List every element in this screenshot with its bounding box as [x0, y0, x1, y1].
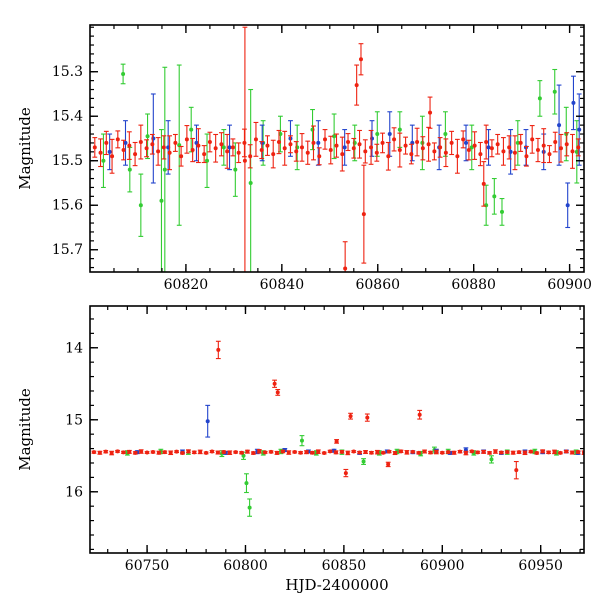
x-tick-label: 60900 [547, 277, 592, 293]
series-green [124, 435, 579, 517]
y-tick-label: 15.6 [52, 198, 83, 214]
x-tick-label: 60800 [223, 558, 268, 574]
y-tick-label: 15.7 [52, 242, 83, 258]
x-tick-label: 60880 [451, 277, 496, 293]
y-tick-label: 15.3 [52, 64, 83, 80]
plot-frame-top [89, 24, 585, 273]
x-axis-title: HJD-2400000 [285, 576, 388, 594]
x-tick-label: 60900 [420, 558, 465, 574]
axes-bottom [90, 306, 584, 553]
series-blue [134, 404, 581, 455]
data-points-bottom-panel [91, 340, 584, 517]
y-tick-label: 15.4 [52, 109, 83, 125]
x-tick-label: 60850 [322, 558, 367, 574]
series-red [92, 26, 581, 272]
series-blue [107, 75, 582, 229]
data-points-top-panel [92, 26, 582, 272]
x-tick-label: 60860 [355, 277, 400, 293]
x-tick-label: 60950 [518, 558, 563, 574]
y-axis-title-bottom: Magnitude [16, 388, 34, 471]
y-axis-title-top: Magnitude [16, 107, 34, 190]
series-green [101, 63, 580, 272]
x-tick-label: 60750 [125, 558, 170, 574]
y-tick-label: 15.5 [52, 153, 83, 169]
series-red [91, 340, 584, 480]
y-tick-label: 14 [65, 340, 83, 356]
x-tick-label: 60840 [260, 277, 305, 293]
plot-frame-bottom [89, 305, 585, 554]
axes-top [90, 25, 584, 272]
y-tick-label: 16 [65, 484, 83, 500]
x-tick-label: 60820 [164, 277, 209, 293]
y-tick-label: 15 [65, 412, 83, 428]
